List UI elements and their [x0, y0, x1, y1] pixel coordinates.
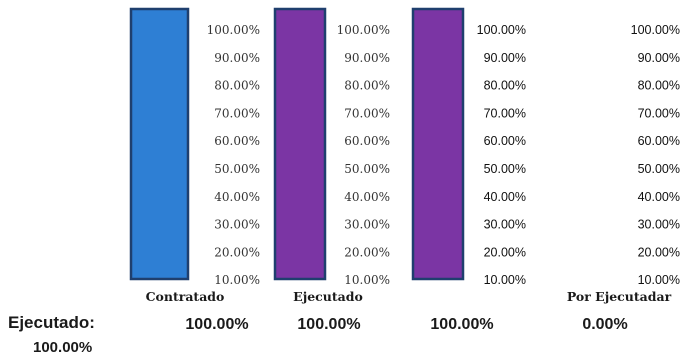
tick-label: 30.00% — [214, 218, 260, 232]
tick-label: 10.00% — [344, 273, 390, 287]
summary-label: Ejecutado: — [8, 313, 95, 332]
tick-label: 50.00% — [344, 162, 390, 176]
tick-label: 90.00% — [638, 51, 680, 65]
value-label: 0.00% — [582, 316, 627, 333]
tick-label: 10.00% — [484, 273, 526, 287]
tick-label: 60.00% — [484, 134, 526, 148]
tick-label: 40.00% — [484, 190, 526, 204]
tick-label: 30.00% — [484, 218, 526, 232]
tick-label: 80.00% — [344, 79, 390, 93]
tick-label: 90.00% — [214, 51, 260, 65]
bar-series-3 — [411, 7, 465, 281]
tick-label: 10.00% — [214, 273, 260, 287]
tick-label: 50.00% — [214, 162, 260, 176]
tick-label: 20.00% — [484, 245, 526, 259]
value-label: 100.00% — [430, 316, 493, 333]
category-label: Contratado — [146, 289, 225, 304]
tick-label: 80.00% — [484, 79, 526, 93]
tick-label: 10.00% — [638, 273, 680, 287]
tick-label: 90.00% — [344, 51, 390, 65]
tick-label: 40.00% — [214, 190, 260, 204]
tick-label: 80.00% — [638, 79, 680, 93]
bar-contratado — [129, 7, 190, 281]
tick-label: 80.00% — [214, 79, 260, 93]
tick-label: 40.00% — [638, 190, 680, 204]
tick-label: 20.00% — [214, 245, 260, 259]
bar-ejecutado — [273, 7, 327, 281]
tick-label: 100.00% — [207, 23, 260, 37]
tick-label: 30.00% — [638, 218, 680, 232]
tick-label: 60.00% — [214, 134, 260, 148]
tick-label: 70.00% — [344, 106, 390, 120]
tick-label: 70.00% — [484, 106, 526, 120]
tick-label: 20.00% — [638, 245, 680, 259]
tick-label: 90.00% — [484, 51, 526, 65]
summary-value: 100.00% — [33, 339, 93, 356]
category-label: Por Ejecutadar — [567, 289, 672, 304]
tick-label: 100.00% — [337, 23, 390, 37]
tick-label: 20.00% — [344, 245, 390, 259]
value-label: 100.00% — [185, 316, 248, 333]
category-label: Ejecutado — [293, 289, 363, 304]
tick-label: 50.00% — [484, 162, 526, 176]
tick-label: 50.00% — [638, 162, 680, 176]
tick-label: 70.00% — [214, 106, 260, 120]
tick-label: 30.00% — [344, 218, 390, 232]
tick-label: 40.00% — [344, 190, 390, 204]
tick-label: 60.00% — [638, 134, 680, 148]
tick-label: 100.00% — [477, 23, 526, 37]
value-label: 100.00% — [297, 316, 360, 333]
tick-label: 100.00% — [631, 23, 680, 37]
tick-label: 70.00% — [638, 106, 680, 120]
tick-label: 60.00% — [344, 134, 390, 148]
